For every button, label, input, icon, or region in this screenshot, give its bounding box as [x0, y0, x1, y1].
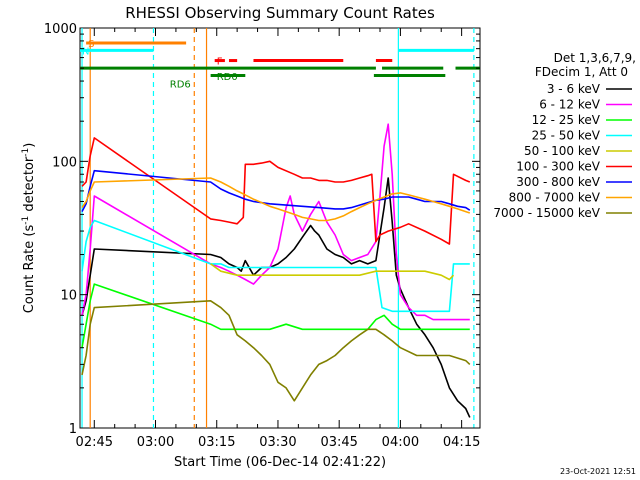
legend-header-line-2: FDecim 1, Att 0: [535, 65, 628, 79]
y-label-mid: detector: [22, 156, 37, 216]
y-label-post: ): [22, 143, 37, 148]
y-label-sup1: -1: [21, 216, 31, 225]
series-line-6: [81, 169, 471, 212]
legend-entry-label-0: 3 - 6 keV: [547, 82, 601, 96]
series-line-1: [81, 123, 470, 321]
x-tick-label-6: 04:15: [443, 435, 480, 450]
series-line-8: [81, 300, 471, 402]
legend-entry-label-5: 100 - 300 keV: [516, 160, 600, 174]
legend-entry-label-2: 12 - 25 keV: [532, 113, 601, 127]
x-tick-label-3: 03:30: [259, 435, 296, 450]
x-tick-label-5: 04:00: [382, 435, 419, 450]
y-axis: 1 10 100 1000: [44, 22, 480, 437]
y-label-pre: Count Rate (s: [22, 225, 37, 314]
flag-label-rd0: RD0: [217, 72, 238, 83]
x-axis: 02:45 03:00 03:15 03:30 03:45 04:00 04:15: [76, 28, 480, 450]
flag-label-n: N: [82, 46, 89, 57]
legend-entry-label-8: 7000 - 15000 keV: [493, 206, 600, 220]
x-tick-label-1: 03:00: [137, 435, 174, 450]
series-line-5: [81, 137, 471, 245]
y-tick-label-0: 1: [69, 422, 77, 437]
plot-area: SN F RD0 RD6: [79, 27, 481, 429]
chart-title: RHESSI Observing Summary Count Rates: [125, 4, 435, 22]
series-line-0: [81, 177, 471, 418]
flag-label-s: S: [88, 39, 94, 50]
y-tick-label-3: 1000: [44, 22, 77, 37]
flag-label-f: F: [217, 57, 223, 68]
x-tick-label-2: 03:15: [198, 435, 235, 450]
series-line-2: [81, 283, 470, 348]
y-axis-label: Count Rate (s-1 detector-1): [21, 143, 37, 314]
series-lines: [81, 123, 471, 418]
render-timestamp: 23-Oct-2021 12:51: [560, 467, 636, 476]
flag-label-rd6: RD6: [170, 80, 191, 91]
series-line-7: [81, 177, 471, 222]
legend-entry-label-1: 6 - 12 keV: [539, 98, 601, 112]
y-tick-label-2: 100: [52, 155, 77, 170]
x-axis-label: Start Time (06-Dec-14 02:41:22): [174, 455, 386, 470]
x-tick-label-4: 03:45: [320, 435, 357, 450]
y-tick-label-1: 10: [60, 289, 77, 304]
series-line-3: [81, 219, 470, 313]
flag-bars: SN F RD0 RD6: [80, 39, 480, 91]
legend-entry-label-3: 25 - 50 keV: [532, 129, 601, 143]
plot-frame: [79, 27, 481, 429]
y-label-sup2: -1: [21, 148, 31, 157]
legend-header-line-1: Det 1,3,6,7,9,: [554, 51, 636, 65]
legend: Det 1,3,6,7,9, FDecim 1, Att 0 3 - 6 keV…: [493, 51, 636, 220]
time-markers: [81, 28, 475, 428]
legend-entry-label-7: 800 - 7000 keV: [509, 191, 601, 205]
series-line-4: [210, 263, 455, 281]
x-tick-label-0: 02:45: [76, 435, 113, 450]
legend-entry-label-6: 300 - 800 keV: [516, 175, 600, 189]
legend-entry-label-4: 50 - 100 keV: [524, 144, 601, 158]
